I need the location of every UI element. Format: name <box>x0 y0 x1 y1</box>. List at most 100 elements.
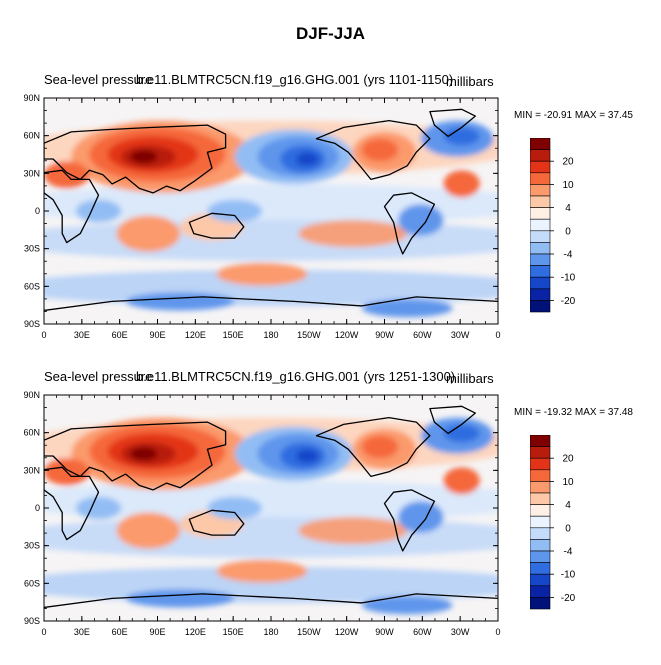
colorbar-swatch <box>530 195 551 208</box>
colorbar-swatch <box>530 149 551 162</box>
colorbar-label: 20 <box>562 454 574 465</box>
colorbar-swatch <box>530 207 551 220</box>
lat-tick-label: 60S <box>24 281 40 291</box>
panel-2: Sea-level pressure b.e11.BLMTRC5CN.f19_g… <box>0 369 661 665</box>
colorbar-label: -20 <box>561 296 576 307</box>
panel-1: Sea-level pressure b.e11.BLMTRC5CN.f19_g… <box>0 72 661 368</box>
colorbar-swatch <box>530 504 551 517</box>
panel-2-units: millibars <box>446 371 494 386</box>
lon-tick-label: 60E <box>112 330 128 340</box>
colorbar-label: -10 <box>561 570 576 581</box>
lat-tick-label: 0 <box>35 206 40 216</box>
colorbar-label: 4 <box>565 500 571 511</box>
lon-tick-label: 60W <box>413 627 432 637</box>
colorbar-label: -10 <box>561 273 576 284</box>
lon-tick-label: 90E <box>149 330 165 340</box>
panel-2-case-label: b.e11.BLMTRC5CN.f19_g16.GHG.001 (yrs 125… <box>136 369 456 384</box>
colorbar-label: 4 <box>565 203 571 214</box>
colorbar-swatch <box>530 435 551 447</box>
lon-tick-label: 90W <box>375 330 394 340</box>
lat-tick-label: 90N <box>23 390 40 400</box>
lat-tick-label: 90N <box>23 93 40 103</box>
colorbar-swatch <box>530 550 551 563</box>
lon-tick-label: 0 <box>495 627 500 637</box>
lon-tick-label: 150W <box>297 627 321 637</box>
lat-tick-label: 30N <box>23 168 40 178</box>
pressure-field <box>44 395 498 621</box>
colorbar-label: -20 <box>561 593 576 604</box>
panel-2-colorbar: 20 10 4 0 -4 -10 -20 <box>530 435 576 610</box>
lon-tick-label: 60W <box>413 330 432 340</box>
colorbar-swatch <box>530 138 551 150</box>
colorbar-label: -4 <box>564 547 573 558</box>
coastlines <box>44 108 498 312</box>
lat-tick-label: 90S <box>24 616 40 626</box>
panel-1-variable-label: Sea-level pressure <box>44 72 153 87</box>
lon-tick-label: 150E <box>223 330 244 340</box>
colorbar-swatch <box>530 597 551 610</box>
lat-tick-label: 60S <box>24 578 40 588</box>
colorbar-swatch <box>530 218 551 232</box>
lon-tick-label: 30E <box>74 627 90 637</box>
colorbar-label: -4 <box>564 250 573 261</box>
colorbar-label: 0 <box>565 523 571 534</box>
lat-tick-label: 0 <box>35 503 40 513</box>
colorbar-label: 10 <box>562 477 574 488</box>
lon-tick-label: 30W <box>451 627 470 637</box>
colorbar-swatch <box>530 446 551 459</box>
lon-tick-label: 120W <box>335 627 359 637</box>
colorbar-label: 0 <box>565 226 571 237</box>
lon-tick-label: 120E <box>185 627 206 637</box>
colorbar-swatch <box>530 585 551 598</box>
lon-tick-label: 0 <box>495 330 500 340</box>
lon-tick-label: 120E <box>185 330 206 340</box>
colorbar-swatch <box>530 539 551 552</box>
lon-tick-label: 30W <box>451 330 470 340</box>
panel-2-minmax: MIN = -19.32 MAX = 37.48 <box>514 407 633 418</box>
lon-tick-label: 90E <box>149 627 165 637</box>
panel-1-colorbar: 20 10 4 0 -4 -10 -20 <box>530 138 576 313</box>
lon-tick-label: 150W <box>297 330 321 340</box>
lon-tick-label: 120W <box>335 330 359 340</box>
lon-tick-label: 150E <box>223 627 244 637</box>
lat-tick-label: 30S <box>24 541 40 551</box>
lat-tick-label: 90S <box>24 319 40 329</box>
colorbar-swatch <box>530 527 551 540</box>
colorbar-swatch <box>530 253 551 266</box>
lon-tick-label: 0 <box>41 627 46 637</box>
colorbar-swatch <box>530 300 551 313</box>
colorbar-swatch <box>530 573 551 587</box>
colorbar-label: 10 <box>562 180 574 191</box>
colorbar-swatch <box>530 265 551 278</box>
lon-tick-label: 0 <box>41 330 46 340</box>
lat-tick-label: 30S <box>24 244 40 254</box>
colorbar-label: 20 <box>562 157 574 168</box>
lon-tick-label: 180 <box>263 627 278 637</box>
colorbar-swatch <box>530 562 551 575</box>
figure-title: DJF-JJA <box>296 24 365 43</box>
colorbar-swatch <box>530 515 551 529</box>
colorbar-swatch <box>530 184 551 197</box>
lat-tick-label: 60N <box>23 131 40 141</box>
colorbar-swatch <box>530 469 551 482</box>
colorbar-swatch <box>530 172 551 185</box>
colorbar-swatch <box>530 242 551 255</box>
lon-tick-label: 90W <box>375 627 394 637</box>
lon-tick-label: 60E <box>112 627 128 637</box>
colorbar-swatch <box>530 276 551 290</box>
colorbar-swatch <box>530 230 551 243</box>
colorbar-swatch <box>530 160 551 174</box>
coastlines <box>44 405 498 609</box>
panel-1-case-label: b.e11.BLMTRC5CN.f19_g16.GHG.001 (yrs 110… <box>136 72 454 87</box>
panel-1-units: millibars <box>446 74 494 89</box>
lat-tick-label: 60N <box>23 428 40 438</box>
panel-1-minmax: MIN = -20.91 MAX = 37.45 <box>514 110 633 121</box>
lon-tick-label: 180 <box>263 330 278 340</box>
panel-2-variable-label: Sea-level pressure <box>44 369 153 384</box>
colorbar-swatch <box>530 288 551 301</box>
lat-tick-label: 30N <box>23 465 40 475</box>
lon-tick-label: 30E <box>74 330 90 340</box>
colorbar-swatch <box>530 457 551 471</box>
